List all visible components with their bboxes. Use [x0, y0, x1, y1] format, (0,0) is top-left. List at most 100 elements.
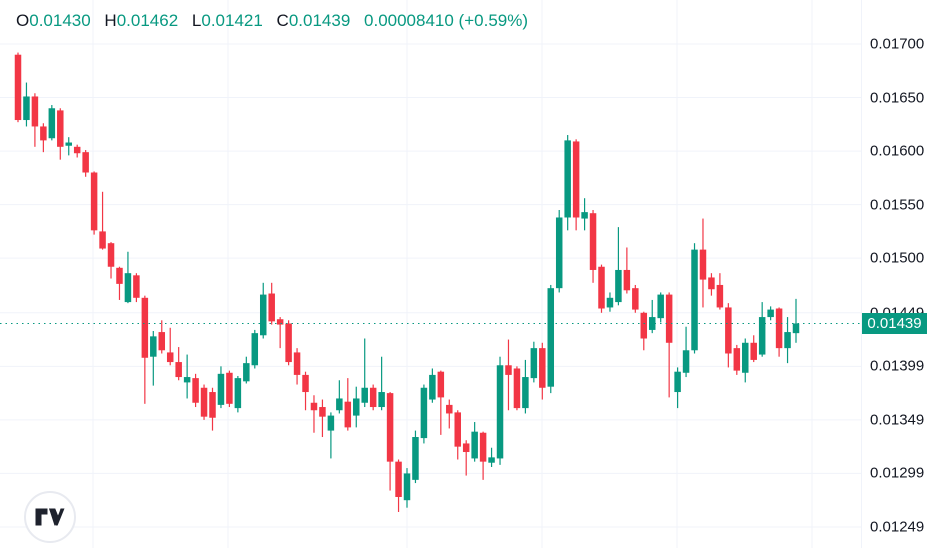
candle[interactable]: [758, 302, 766, 357]
candle[interactable]: [23, 82, 30, 127]
candle[interactable]: [682, 326, 690, 378]
candle[interactable]: [285, 320, 292, 366]
candle[interactable]: [539, 342, 546, 400]
candle[interactable]: [589, 209, 597, 283]
candle[interactable]: [378, 356, 385, 411]
candle[interactable]: [530, 341, 538, 383]
candle[interactable]: [606, 292, 614, 312]
candle[interactable]: [564, 135, 571, 231]
candle[interactable]: [116, 266, 123, 300]
candle-body: [99, 231, 106, 249]
candle[interactable]: [555, 209, 563, 293]
candle[interactable]: [454, 410, 461, 460]
candle[interactable]: [234, 375, 242, 413]
candle[interactable]: [598, 264, 605, 313]
candle[interactable]: [293, 348, 301, 385]
candle[interactable]: [640, 311, 648, 351]
tradingview-logo[interactable]: [24, 491, 76, 543]
candle[interactable]: [403, 468, 411, 508]
candle[interactable]: [259, 282, 267, 339]
candle[interactable]: [268, 282, 275, 325]
candle[interactable]: [632, 284, 639, 313]
candle[interactable]: [302, 371, 309, 411]
candle[interactable]: [479, 431, 487, 480]
candle[interactable]: [674, 367, 681, 409]
candle[interactable]: [522, 359, 529, 414]
candle[interactable]: [513, 366, 521, 411]
candle[interactable]: [471, 422, 478, 462]
candle[interactable]: [133, 273, 140, 303]
candle[interactable]: [192, 373, 199, 408]
candle[interactable]: [775, 307, 783, 357]
candle[interactable]: [412, 430, 419, 484]
candle[interactable]: [175, 347, 182, 381]
candle[interactable]: [429, 368, 436, 403]
candle[interactable]: [691, 243, 698, 354]
candle[interactable]: [615, 227, 622, 306]
candle[interactable]: [784, 317, 791, 364]
candle[interactable]: [200, 384, 208, 420]
candle[interactable]: [496, 356, 504, 465]
candle[interactable]: [124, 251, 132, 304]
candle[interactable]: [623, 247, 631, 294]
candle[interactable]: [792, 298, 800, 343]
candle[interactable]: [420, 384, 428, 444]
candle[interactable]: [336, 380, 343, 414]
candle-body: [158, 332, 166, 351]
candle[interactable]: [716, 273, 724, 310]
candle[interactable]: [82, 150, 89, 177]
candle[interactable]: [750, 335, 757, 363]
candle[interactable]: [725, 303, 732, 368]
price-axis[interactable]: 0.01700 0.01650 0.01600 0.01550 0.01500 0.014…: [861, 0, 927, 548]
candle[interactable]: [158, 320, 166, 354]
candle[interactable]: [31, 93, 39, 147]
candle[interactable]: [251, 329, 259, 369]
candle[interactable]: [73, 144, 81, 158]
candle[interactable]: [90, 171, 98, 235]
candle[interactable]: [395, 459, 402, 512]
candle[interactable]: [505, 339, 512, 411]
candle[interactable]: [141, 295, 149, 404]
candle[interactable]: [708, 273, 715, 296]
candle[interactable]: [40, 123, 47, 153]
candle[interactable]: [209, 387, 216, 431]
candle[interactable]: [243, 356, 250, 384]
candle[interactable]: [319, 399, 326, 438]
candle[interactable]: [742, 338, 749, 383]
candle[interactable]: [386, 392, 394, 491]
candle[interactable]: [99, 191, 106, 250]
candle[interactable]: [166, 327, 174, 366]
candle[interactable]: [648, 299, 656, 334]
candle[interactable]: [344, 378, 352, 431]
candle[interactable]: [361, 338, 368, 408]
candle[interactable]: [217, 366, 225, 409]
candle[interactable]: [369, 384, 377, 411]
candle[interactable]: [14, 52, 22, 123]
candle-body: [522, 377, 529, 409]
candle[interactable]: [699, 218, 707, 308]
candle[interactable]: [446, 399, 453, 429]
candle[interactable]: [437, 370, 445, 435]
candle-body: [209, 392, 216, 418]
candle[interactable]: [107, 242, 115, 279]
candle[interactable]: [657, 292, 664, 323]
candle[interactable]: [65, 137, 72, 156]
candle[interactable]: [57, 108, 64, 160]
candle[interactable]: [665, 292, 673, 398]
candle[interactable]: [353, 386, 360, 428]
candle[interactable]: [327, 412, 335, 459]
candle[interactable]: [767, 306, 774, 321]
candle[interactable]: [226, 370, 233, 408]
candle[interactable]: [547, 284, 555, 394]
candle[interactable]: [183, 354, 191, 399]
candle[interactable]: [733, 344, 741, 375]
candle[interactable]: [48, 105, 56, 141]
candle[interactable]: [150, 331, 157, 386]
candle[interactable]: [276, 317, 284, 349]
candle[interactable]: [462, 440, 470, 476]
candle[interactable]: [488, 447, 495, 468]
candle[interactable]: [572, 139, 580, 231]
candle[interactable]: [310, 395, 318, 433]
candle[interactable]: [581, 198, 588, 231]
